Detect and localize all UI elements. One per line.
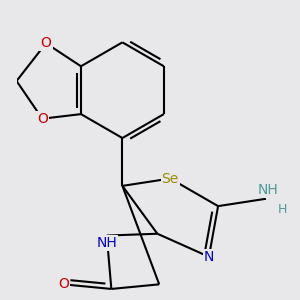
Text: O: O <box>40 36 51 50</box>
Text: Se: Se <box>162 172 179 185</box>
Text: O: O <box>58 277 69 291</box>
Text: N: N <box>204 250 214 264</box>
Text: H: H <box>278 203 287 216</box>
Text: NH: NH <box>257 183 278 196</box>
Text: O: O <box>37 112 48 126</box>
Text: NH: NH <box>96 236 117 250</box>
